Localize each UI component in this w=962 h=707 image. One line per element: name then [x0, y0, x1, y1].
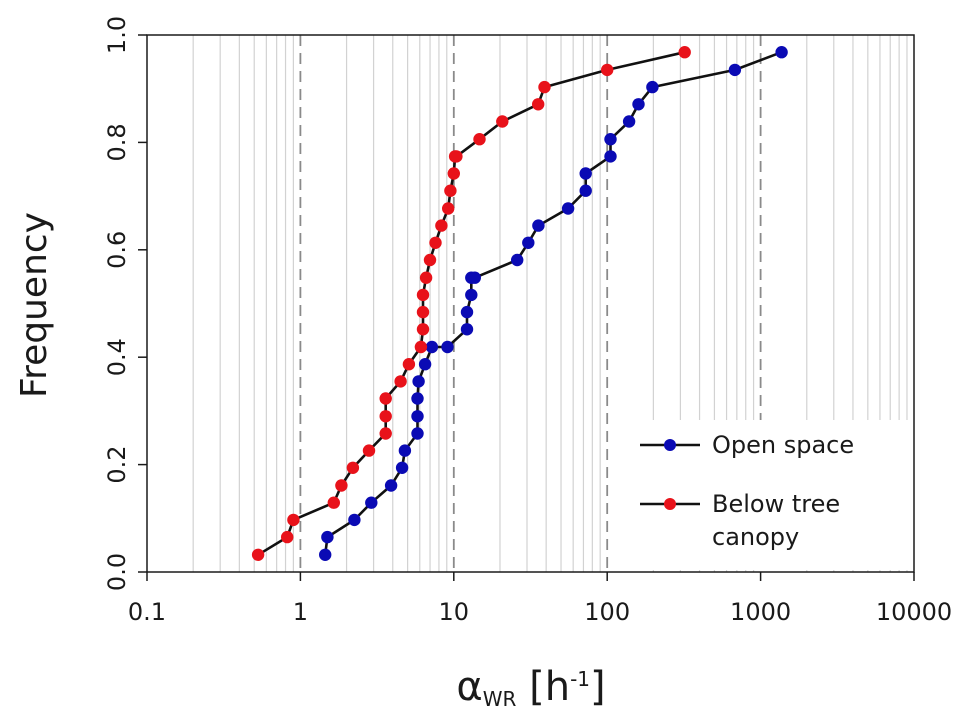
data-point-below-tree-canopy	[416, 288, 430, 302]
legend: Open space Below tree canopy	[626, 420, 910, 570]
data-point-below-tree-canopy	[287, 513, 300, 527]
legend-label-open-space: Open space	[712, 431, 854, 459]
data-point-below-tree-canopy	[416, 323, 430, 336]
legend-marker-below-tree-canopy	[664, 498, 676, 510]
data-point-below-tree-canopy	[538, 80, 551, 94]
data-point-open-space	[775, 46, 788, 59]
data-point-open-space	[604, 150, 617, 163]
x-tick-label: 0.1	[128, 598, 166, 626]
data-point-open-space	[425, 340, 439, 354]
data-point-below-tree-canopy	[416, 305, 430, 319]
data-point-open-space	[348, 513, 361, 527]
data-point-open-space	[411, 427, 424, 440]
data-point-open-space	[622, 115, 636, 128]
data-point-below-tree-canopy	[496, 115, 509, 128]
data-point-open-space	[604, 133, 617, 146]
data-point-open-space	[411, 392, 424, 405]
x-tick-label: 100	[584, 598, 630, 626]
data-point-below-tree-canopy	[362, 444, 376, 457]
series-open-space	[319, 46, 788, 561]
data-point-open-space	[460, 323, 474, 336]
data-point-open-space	[561, 202, 575, 215]
data-point-open-space	[365, 496, 378, 509]
data-point-open-space	[398, 444, 412, 457]
data-point-below-tree-canopy	[414, 340, 428, 354]
data-point-open-space	[321, 530, 334, 544]
data-point-below-tree-canopy	[327, 496, 340, 509]
data-point-below-tree-canopy	[429, 236, 442, 249]
data-point-open-space	[511, 253, 524, 267]
data-point-below-tree-canopy	[251, 548, 265, 561]
x-axis-unit-sup: -1	[570, 667, 590, 691]
data-point-open-space	[632, 98, 645, 111]
data-point-open-space	[418, 358, 432, 371]
y-tick-label: 0.8	[103, 123, 131, 161]
legend-marker-open-space	[664, 439, 676, 451]
series-below-tree-canopy	[251, 46, 691, 561]
x-tick-label: 10000	[876, 598, 952, 626]
data-point-open-space	[468, 271, 481, 284]
data-point-below-tree-canopy	[423, 253, 437, 267]
data-point-open-space	[395, 461, 409, 474]
data-point-open-space	[646, 80, 659, 94]
data-point-open-space	[441, 340, 454, 354]
data-point-open-space	[411, 410, 424, 423]
data-point-open-space	[319, 548, 332, 561]
data-point-open-space	[532, 219, 545, 232]
x-tick-label: 1000	[730, 598, 791, 626]
y-tick-label: 0.0	[103, 553, 131, 591]
data-point-below-tree-canopy	[532, 98, 545, 111]
series-line-below-tree-canopy	[257, 50, 685, 556]
data-point-below-tree-canopy	[442, 202, 455, 215]
data-point-below-tree-canopy	[335, 479, 348, 492]
data-point-below-tree-canopy	[435, 219, 448, 232]
data-point-below-tree-canopy	[394, 375, 407, 388]
legend-label-below-tree-canopy-line1: Below tree	[712, 490, 840, 518]
data-point-below-tree-canopy	[379, 427, 392, 440]
data-point-open-space	[579, 167, 592, 180]
series-layer	[251, 46, 788, 561]
y-axis-label: Frequency	[14, 212, 55, 398]
data-point-below-tree-canopy	[444, 184, 457, 197]
data-point-open-space	[579, 184, 592, 197]
y-tick-label: 0.6	[103, 231, 131, 269]
data-point-below-tree-canopy	[379, 410, 392, 423]
x-tick-label: 1	[293, 598, 308, 626]
data-point-open-space	[384, 479, 398, 492]
data-point-open-space	[522, 236, 535, 249]
data-point-below-tree-canopy	[346, 461, 360, 474]
data-point-below-tree-canopy	[601, 63, 614, 77]
x-axis-unit-open: [h	[516, 664, 570, 707]
data-point-below-tree-canopy	[402, 358, 416, 371]
data-point-open-space	[412, 375, 425, 388]
data-point-open-space	[460, 305, 474, 319]
x-axis-label: αWR [h-1]	[456, 664, 605, 707]
data-point-open-space	[465, 288, 478, 302]
data-point-below-tree-canopy	[419, 271, 433, 284]
y-tick-label: 0.4	[103, 338, 131, 376]
data-point-below-tree-canopy	[450, 150, 463, 163]
data-point-below-tree-canopy	[447, 167, 460, 180]
legend-label-below-tree-canopy-line2: canopy	[712, 523, 799, 551]
y-tick-label: 1.0	[103, 16, 131, 54]
x-axis-symbol: α	[456, 664, 482, 707]
axes: 0.1 1 10 100 1000 10000 0.0 0.2 0.4 0.6 0.8 1.0	[103, 16, 952, 626]
data-point-below-tree-canopy	[473, 133, 486, 146]
x-axis-unit-close: ]	[590, 664, 606, 707]
data-point-below-tree-canopy	[379, 392, 392, 405]
data-point-below-tree-canopy	[281, 530, 294, 544]
data-point-open-space	[728, 63, 742, 77]
x-tick-label: 10	[439, 598, 470, 626]
x-axis-subscript: WR	[483, 687, 517, 707]
data-point-below-tree-canopy	[678, 46, 691, 59]
plot-frame	[146, 34, 915, 573]
y-tick-label: 0.2	[103, 446, 131, 484]
